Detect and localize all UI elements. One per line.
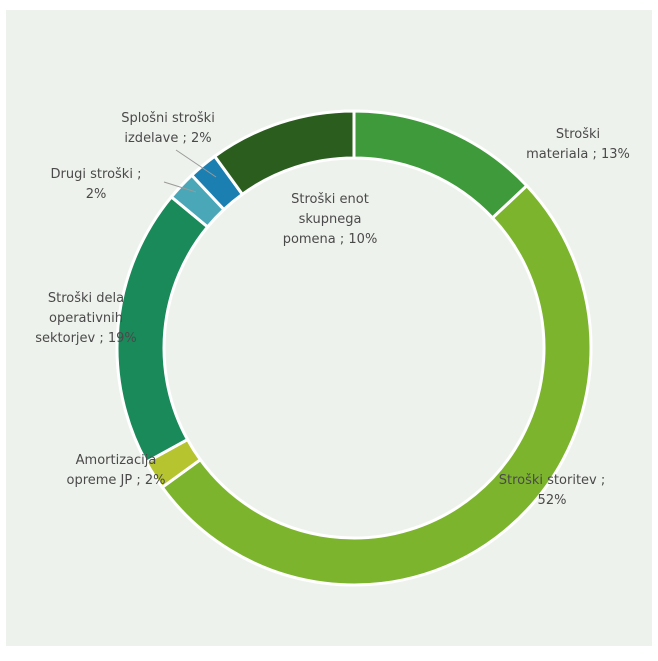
donut-chart: Stroški materiala ; 13% Stroški storitev ;…	[35, 109, 630, 587]
slice-label: Amortizacija opreme JP ; 2%	[67, 453, 166, 488]
slice-label: Stroški storitev ; 52%	[499, 473, 606, 508]
chart-panel: Stroški materiala ; 13% Stroški storitev ;…	[6, 10, 652, 646]
slice-label: Stroški dela operativnih sektorjev ; 19%	[35, 291, 137, 346]
leader-line	[175, 149, 217, 178]
donut-slice	[212, 109, 356, 197]
donut-slice	[160, 183, 593, 587]
slice-label: Splošni stroški izdelave ; 2%	[121, 111, 215, 146]
slice-label: Drugi stroški ; 2%	[51, 167, 142, 202]
donut-slice	[352, 109, 529, 221]
slice-label: Stroški enot skupnega pomena ; 10%	[283, 192, 378, 247]
donut-slices	[115, 109, 593, 587]
leader-line	[163, 181, 197, 193]
leader-lines	[163, 149, 217, 193]
slice-label: Stroški materiala ; 13%	[526, 127, 630, 162]
donut-slice	[115, 194, 210, 465]
slice-labels: Stroški materiala ; 13% Stroški storitev ;…	[35, 111, 630, 508]
